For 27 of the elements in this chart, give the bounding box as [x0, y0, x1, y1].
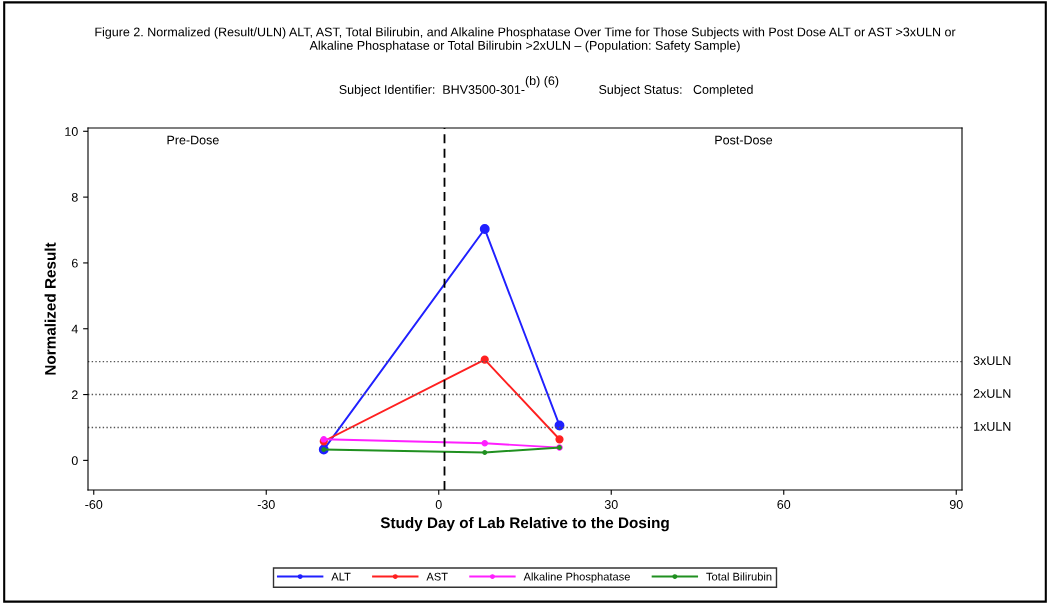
y-tick-label: 2 — [71, 390, 78, 400]
chart-title: Figure 2. Normalized (Result/ULN) ALT, AST, Total Bilirubin, and Alkaline Phosphatase Over Time for Those Subjects with Post Dose ALT or AST >3xULN or Alkaline Phosphatase or Total Bilirubin >2xULN – (Population: Safety Sample) — [95, 27, 956, 53]
legend-label: ALT — [331, 572, 351, 581]
x-axis-title: Study Day of Lab Relative to the Dosing — [380, 516, 669, 532]
y-tick-label: 8 — [71, 192, 78, 202]
y-tick-label: 4 — [71, 324, 78, 334]
text: Subject Status: Completed — [599, 84, 753, 97]
y-axis-title: Normalized Result — [44, 242, 56, 375]
x-tick-label: 30 — [604, 500, 618, 509]
y-tick-label: 10 — [65, 127, 78, 136]
x-tick-label: -60 — [85, 500, 103, 509]
x-tick-label: -30 — [257, 500, 275, 509]
legend-label: AST — [426, 572, 448, 581]
ref-line-label: 3xULN — [973, 356, 1011, 366]
ref-line-label: 1xULN — [974, 422, 1011, 431]
legend-label: Alkaline Phosphatase — [523, 572, 630, 583]
chart-subtitle: Subject Identifier: BHV3500-301- — [339, 84, 525, 97]
text: (b) (6) — [525, 75, 559, 88]
x-tick-label: 90 — [949, 500, 963, 509]
x-tick-label: 60 — [777, 500, 791, 509]
annotation: Pre-Dose — [167, 135, 219, 145]
y-tick-label: 6 — [71, 258, 78, 268]
legend-label: Total Bilirubin — [706, 572, 772, 581]
x-tick-label: 0 — [435, 500, 442, 509]
ref-line-label: 2xULN — [973, 389, 1011, 398]
y-tick-label: 0 — [71, 456, 78, 466]
annotation: Post-Dose — [715, 135, 773, 145]
